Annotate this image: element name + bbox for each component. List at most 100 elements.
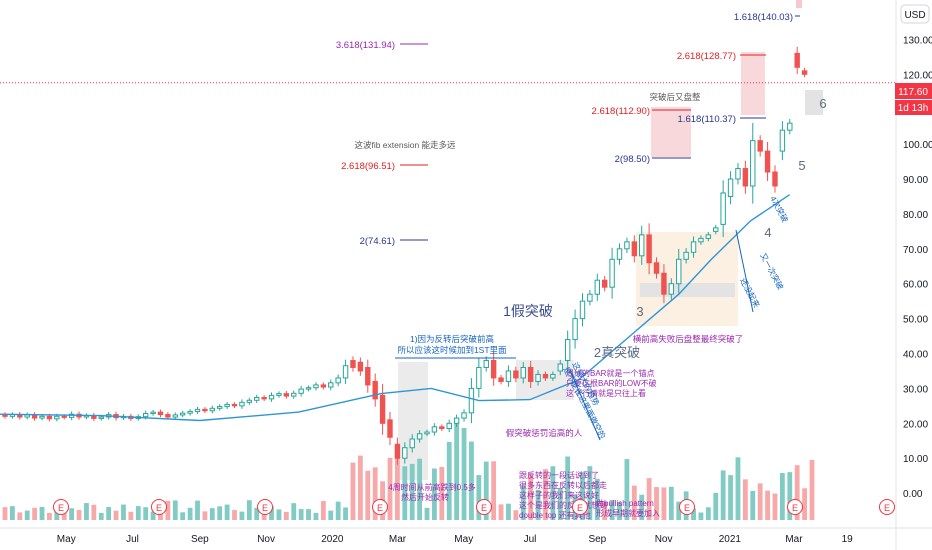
candle-body [609,258,615,288]
y-tick-label: 10.00 [903,454,928,465]
volume-bar [661,487,667,520]
candle-body [661,272,667,295]
volume-bar [106,507,112,520]
x-tick-label: Mar [785,534,803,545]
reversal-note: 跟反转的一段话说到了 [519,470,599,480]
candle-body [357,361,364,372]
fake-breakout-note: 假突破惩罚追高的人 [506,428,583,438]
volume-bar [224,504,230,520]
earnings-letter: E [156,503,162,513]
candle-body [320,384,327,388]
upper-note-group: 还没起来 [738,276,762,309]
volume-bar [209,508,215,520]
y-tick-label: 70.00 [903,245,928,256]
candle-body [668,283,675,295]
candle-body [601,279,608,288]
volume-bar [2,507,8,520]
wave6-zone [805,90,823,115]
candle-body [750,140,756,187]
x-tick-label: May [454,534,473,545]
candle-body [39,415,45,419]
volume-bar [276,509,282,520]
volume-bar [328,510,334,520]
y-tick-label: 0.00 [903,489,923,500]
candle-body [298,388,304,394]
breakout-note: 1)因为反转后突破前高 [410,334,494,344]
volume-bar [17,512,23,520]
volume-bar [91,504,97,520]
candle-body [217,406,223,409]
volume-bar [424,507,430,520]
earnings-letter: E [684,503,690,513]
volume-bar [750,490,756,520]
y-tick-label: 30.00 [903,384,928,395]
candle-body [490,359,497,379]
volume-bar [787,472,793,520]
highlight-zones [0,0,896,480]
volume-bar [520,485,526,520]
volume-bar [646,478,652,520]
again-breakout-note: 又一次突破 [758,251,786,291]
wave-label: 3 [636,304,643,319]
volume-bar [483,461,489,520]
volume-bar [350,462,356,520]
candle-body [194,408,201,412]
candle-body [261,396,267,400]
volume-bar [691,508,696,520]
volume-bar [320,501,326,520]
y-tick-label: 50.00 [903,315,928,326]
moving-average-line [0,194,790,422]
bullish-note: 形成早期就要加入 [596,508,660,518]
candle-body [276,393,282,396]
volume-bar [150,511,156,520]
volume-bar [387,457,393,520]
candle-body [594,279,600,295]
volume-bar [543,469,548,520]
volume-bar [202,511,208,520]
volume-bar [172,500,178,520]
volume-bar [372,467,378,520]
volume-bar [335,501,341,520]
volume-bar [39,506,45,520]
crash-note: 然后开始反转 [401,492,449,502]
volume-bar [742,479,748,520]
candle-body [209,407,216,412]
volume-bar [10,506,15,520]
x-tick-label: May [57,534,76,545]
currency-button[interactable]: USD [900,4,930,24]
volume-bar [432,468,437,520]
volume-bar [394,446,400,520]
volume-bar [217,506,223,520]
volume-bar [69,508,75,520]
trend-line-2 [735,229,754,313]
x-tick-label: Sep [191,534,209,545]
last-price-value: 117.60 [898,87,928,98]
candle-body [328,382,334,388]
breakout-count-note: 4次突破 [768,194,790,224]
candle-body [461,412,467,419]
earnings-marker [679,499,695,515]
candle-body [527,366,534,382]
candle-body [372,380,378,400]
candle-body [254,396,260,401]
earnings-marker [787,499,803,515]
volume-bar [602,502,608,520]
wave-label: 6 [819,96,826,111]
y-tick-label: 40.00 [903,350,928,361]
volume-bar [720,470,726,520]
candle-body [587,293,593,302]
real-breakout-label: 2真突破 [594,345,640,360]
currency-label: USD [904,10,925,21]
volume-bar [794,465,800,520]
candle-body [283,393,290,397]
volume-bar [254,507,260,520]
candle-body [350,359,356,368]
fib-label: 2.618(112.90) [592,106,650,117]
volume-bar [550,466,556,520]
earnings-marker [151,499,167,515]
earnings-letter: E [262,503,268,513]
reversal-note: 很多东西在反转以后都走 [519,480,607,490]
candle-body [424,431,430,435]
